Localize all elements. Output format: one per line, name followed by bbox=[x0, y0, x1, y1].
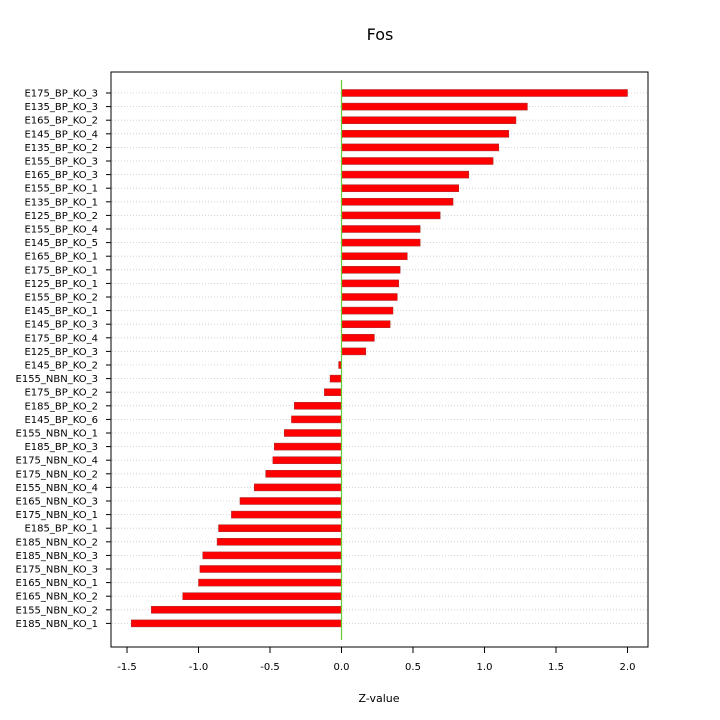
y-tick-label: E175_BP_KO_3 bbox=[24, 89, 98, 100]
plot-area bbox=[110, 71, 649, 648]
bar-E155_BP_KO_1 bbox=[341, 184, 460, 192]
x-tick-label: 2.0 bbox=[620, 662, 636, 673]
chart-title: Fos bbox=[367, 25, 394, 44]
y-tick-label: E155_NBN_KO_3 bbox=[16, 374, 98, 385]
y-tick-label: E145_BP_KO_4 bbox=[24, 129, 98, 140]
bar-E175_NBN_KO_2 bbox=[265, 470, 342, 478]
bar-E145_BP_KO_6 bbox=[291, 415, 342, 424]
bar-E175_BP_KO_2 bbox=[324, 388, 342, 396]
bar-E125_BP_KO_3 bbox=[341, 347, 367, 356]
x-tick-label: 1.5 bbox=[548, 662, 564, 673]
bar-E165_NBN_KO_2 bbox=[182, 592, 342, 600]
bars bbox=[131, 89, 628, 628]
y-tick-label: E165_BP_KO_1 bbox=[24, 252, 98, 263]
x-tick-label: -1.0 bbox=[189, 662, 209, 673]
y-tick-label: E175_NBN_KO_3 bbox=[16, 565, 98, 576]
y-tick-label: E175_BP_KO_2 bbox=[24, 388, 98, 399]
y-tick-label: E185_NBN_KO_3 bbox=[16, 551, 98, 562]
y-tick-label: E185_BP_KO_1 bbox=[24, 524, 98, 535]
bar-E135_BP_KO_2 bbox=[341, 143, 500, 152]
bar-E125_BP_KO_1 bbox=[341, 279, 399, 288]
y-tick-label: E155_BP_KO_4 bbox=[24, 225, 98, 236]
bar-E125_BP_KO_2 bbox=[341, 211, 441, 220]
y-tick-label: E175_BP_KO_4 bbox=[24, 333, 98, 344]
y-tick-label: E165_BP_KO_2 bbox=[24, 116, 98, 127]
bar-E185_NBN_KO_2 bbox=[216, 538, 342, 546]
y-tick-label: E145_BP_KO_6 bbox=[24, 415, 98, 426]
y-tick-label: E145_BP_KO_2 bbox=[24, 361, 98, 372]
y-tick-label: E185_NBN_KO_1 bbox=[16, 619, 98, 630]
bar-E175_BP_KO_4 bbox=[341, 334, 375, 342]
bar-E175_NBN_KO_3 bbox=[199, 565, 342, 573]
y-tick-label: E185_NBN_KO_2 bbox=[16, 537, 98, 548]
bar-E145_BP_KO_3 bbox=[341, 320, 391, 328]
y-tick-label: E125_BP_KO_1 bbox=[24, 279, 98, 290]
y-tick-label: E155_BP_KO_1 bbox=[24, 184, 98, 195]
bar-E145_BP_KO_5 bbox=[341, 238, 421, 247]
y-tick-label: E135_BP_KO_2 bbox=[24, 143, 98, 154]
y-tick-label: E125_BP_KO_3 bbox=[24, 347, 98, 358]
bar-E135_BP_KO_1 bbox=[341, 198, 454, 206]
y-tick-label: E135_BP_KO_1 bbox=[24, 197, 98, 208]
bar-E185_NBN_KO_3 bbox=[202, 551, 342, 560]
bar-E165_NBN_KO_1 bbox=[198, 578, 342, 587]
bar-E145_BP_KO_4 bbox=[341, 130, 510, 138]
y-tick-label: E175_BP_KO_1 bbox=[24, 265, 98, 276]
bar-E165_NBN_KO_3 bbox=[239, 497, 342, 505]
y-tick-labels: E175_BP_KO_3 E135_BP_KO_3 E165_BP_KO_2 E145… bbox=[16, 89, 111, 630]
y-tick-label: E145_BP_KO_1 bbox=[24, 306, 98, 317]
bar-E165_BP_KO_3 bbox=[341, 170, 470, 179]
bar-E155_BP_KO_2 bbox=[341, 293, 398, 301]
y-tick-label: E155_BP_KO_2 bbox=[24, 293, 98, 304]
bar-E155_NBN_KO_2 bbox=[151, 606, 342, 614]
y-tick-label: E145_BP_KO_5 bbox=[24, 238, 98, 249]
y-tick-label: E125_BP_KO_2 bbox=[24, 211, 98, 222]
y-tick-label: E185_BP_KO_3 bbox=[24, 442, 98, 453]
bar-E175_BP_KO_3 bbox=[341, 89, 628, 97]
bar-E155_NBN_KO_1 bbox=[284, 429, 342, 437]
bar-E165_BP_KO_1 bbox=[341, 252, 408, 260]
y-tick-label: E165_NBN_KO_1 bbox=[16, 578, 98, 589]
y-tick-label: E155_NBN_KO_1 bbox=[16, 429, 98, 440]
y-tick-label: E135_BP_KO_3 bbox=[24, 102, 98, 113]
bar-E165_BP_KO_2 bbox=[341, 116, 517, 124]
bar-E155_NBN_KO_4 bbox=[254, 483, 342, 492]
bar-E175_BP_KO_1 bbox=[341, 266, 401, 274]
x-tick-label: -1.5 bbox=[117, 662, 137, 673]
bar-E155_BP_KO_3 bbox=[341, 157, 494, 165]
x-axis-title: Z-value bbox=[358, 692, 399, 705]
x-tick-label: 0.5 bbox=[405, 662, 421, 673]
x-tick-label: 0.0 bbox=[334, 662, 350, 673]
y-tick-label: E165_BP_KO_3 bbox=[24, 170, 98, 181]
bar-E145_BP_KO_1 bbox=[341, 306, 394, 315]
y-tick-label: E145_BP_KO_3 bbox=[24, 320, 98, 331]
bar-E175_NBN_KO_1 bbox=[231, 510, 342, 519]
x-tick-label: 1.0 bbox=[477, 662, 493, 673]
x-axis: -1.5 -1.0 -0.5 0.0 0.5 1.0 1.5 2.0 bbox=[117, 647, 635, 673]
bar-E175_NBN_KO_4 bbox=[272, 456, 342, 464]
x-tick-label: -0.5 bbox=[260, 662, 280, 673]
bar-E155_NBN_KO_3 bbox=[329, 374, 342, 383]
y-tick-label: E155_BP_KO_3 bbox=[24, 157, 98, 168]
bar-E185_BP_KO_3 bbox=[274, 442, 342, 451]
y-tick-label: E155_NBN_KO_2 bbox=[16, 605, 98, 616]
y-tick-label: E155_NBN_KO_4 bbox=[16, 483, 98, 494]
y-tick-label: E165_NBN_KO_3 bbox=[16, 497, 98, 508]
bar-E185_BP_KO_1 bbox=[218, 524, 342, 532]
y-tick-label: E185_BP_KO_2 bbox=[24, 401, 98, 412]
y-tick-label: E175_NBN_KO_2 bbox=[16, 469, 98, 480]
bar-E155_BP_KO_4 bbox=[341, 225, 421, 233]
bar-E135_BP_KO_3 bbox=[341, 102, 528, 111]
y-tick-label: E175_NBN_KO_1 bbox=[16, 510, 98, 521]
bar-E185_BP_KO_2 bbox=[294, 402, 342, 410]
y-tick-label: E175_NBN_KO_4 bbox=[16, 456, 98, 467]
y-tick-label: E165_NBN_KO_2 bbox=[16, 592, 98, 603]
bar-E185_NBN_KO_1 bbox=[131, 619, 342, 628]
